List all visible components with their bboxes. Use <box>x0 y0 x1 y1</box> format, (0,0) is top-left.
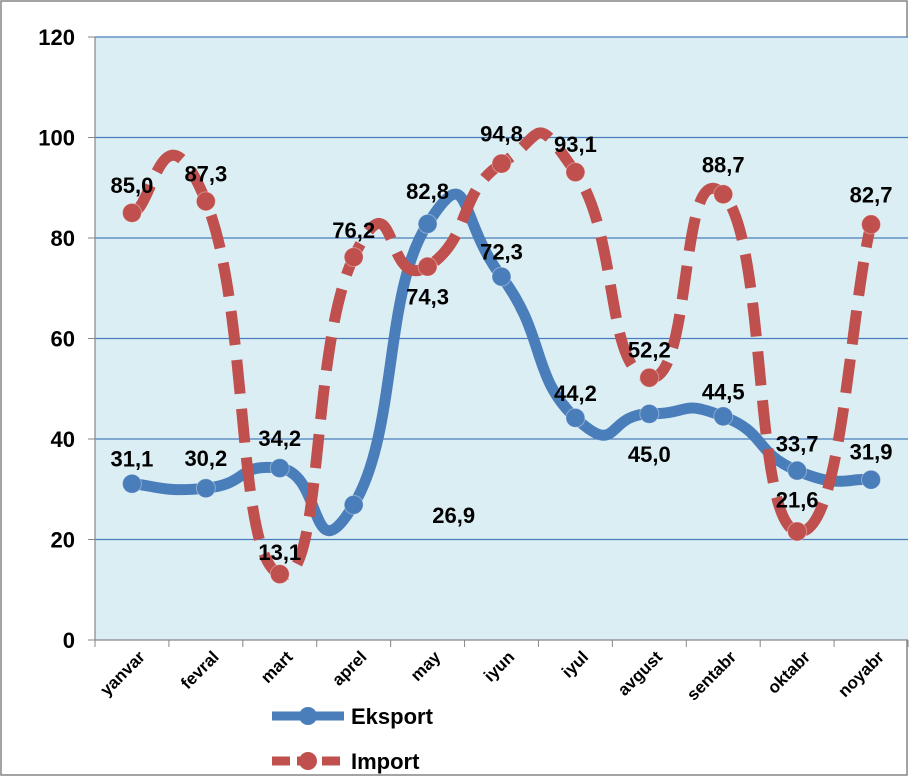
legend-eksport-label: Eksport <box>351 704 434 729</box>
eksport-marker-iyul <box>565 407 586 428</box>
eksport-data-label: 30,2 <box>184 446 227 471</box>
import-marker-noyabr <box>861 214 882 235</box>
y-tick-label: 0 <box>63 628 75 653</box>
import-marker-oktabr <box>787 521 808 542</box>
eksport-data-label: 34,2 <box>258 426 301 451</box>
import-data-label: 76,2 <box>332 218 375 243</box>
y-tick-label: 120 <box>38 25 75 50</box>
import-marker-iyul <box>565 162 586 183</box>
eksport-data-label: 44,2 <box>554 381 597 406</box>
legend: Eksport Import <box>272 704 434 774</box>
import-marker-iyun <box>491 153 512 174</box>
eksport-data-label: 31,1 <box>111 447 154 472</box>
eksport-marker-fevral <box>195 478 216 499</box>
import-data-label: 93,1 <box>554 132 597 157</box>
eksport-data-label: 31,9 <box>850 440 893 465</box>
import-data-label: 74,3 <box>406 285 449 310</box>
import-marker-may <box>417 256 438 277</box>
eksport-marker-noyabr <box>861 469 882 490</box>
y-tick-label: 20 <box>51 528 75 553</box>
import-marker-mart <box>269 564 290 585</box>
legend-eksport-marker <box>299 707 317 725</box>
y-tick-label: 80 <box>51 226 75 251</box>
import-marker-aprel <box>343 247 364 268</box>
eksport-marker-aprel <box>343 494 364 515</box>
import-data-label: 82,7 <box>850 182 893 207</box>
eksport-data-label: 44,5 <box>702 379 745 404</box>
import-marker-avgust <box>639 367 660 388</box>
eksport-marker-may <box>417 213 438 234</box>
eksport-marker-sentabr <box>713 406 734 427</box>
import-data-label: 87,3 <box>184 161 227 186</box>
legend-import-label: Import <box>351 749 420 774</box>
import-data-label: 52,2 <box>628 338 671 363</box>
series-group <box>121 127 882 585</box>
import-marker-sentabr <box>713 184 734 205</box>
eksport-marker-iyun <box>491 266 512 287</box>
eksport-data-label: 26,9 <box>432 503 475 528</box>
eksport-marker-yanvar <box>121 473 142 494</box>
import-data-label: 85,0 <box>111 173 154 198</box>
import-data-label: 13,1 <box>258 540 301 565</box>
eksport-marker-avgust <box>639 403 660 424</box>
eksport-data-label: 33,7 <box>776 432 819 457</box>
eksport-data-label: 72,3 <box>480 240 523 265</box>
import-data-label: 21,6 <box>776 487 819 512</box>
eksport-marker-oktabr <box>787 460 808 481</box>
eksport-marker-mart <box>269 458 290 479</box>
y-tick-label: 40 <box>51 427 75 452</box>
legend-import-marker <box>299 752 317 770</box>
import-marker-fevral <box>195 191 216 212</box>
import-data-label: 88,7 <box>702 152 745 177</box>
import-data-label: 94,8 <box>480 122 523 147</box>
y-tick-label: 60 <box>51 327 75 352</box>
eksport-data-label: 82,8 <box>406 179 449 204</box>
data-labels-group: 31,1 30,2 34,2 26,9 82,8 72,3 44,2 45,0 44,5 33,7… <box>111 122 893 566</box>
eksport-data-label: 45,0 <box>628 442 671 467</box>
y-tick-label: 100 <box>38 126 75 151</box>
import-marker-yanvar <box>121 202 142 223</box>
